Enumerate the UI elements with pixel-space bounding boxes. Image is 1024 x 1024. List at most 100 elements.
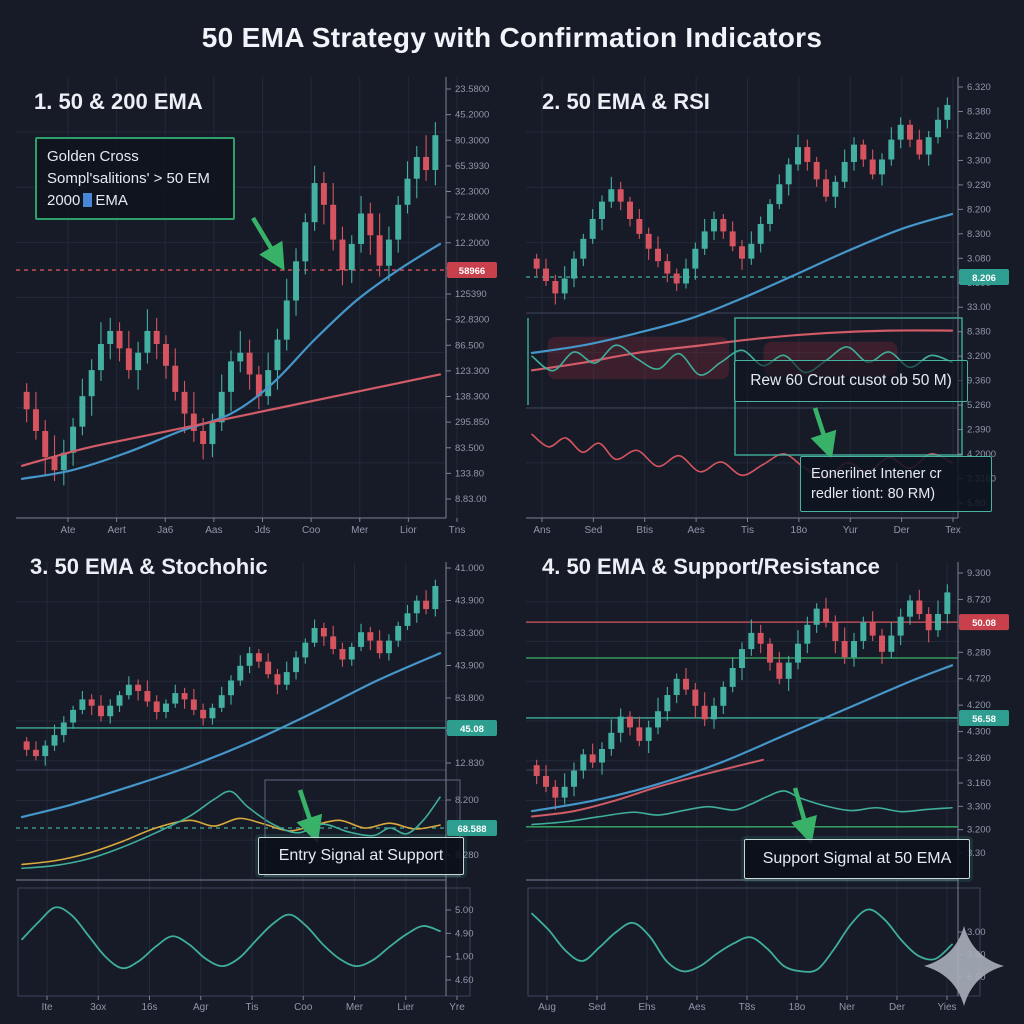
price-tag: 68.588 [447, 820, 497, 836]
sparkle-logo-icon [924, 926, 1004, 1006]
y-axis-labels: 41.00043.90063.30043.90083.80063.30012.8… [446, 563, 484, 986]
svg-text:Aes: Aes [688, 525, 705, 536]
ema-50-line [530, 212, 954, 355]
candles [533, 97, 951, 305]
ema-50-line [530, 664, 954, 813]
svg-text:5.00: 5.00 [455, 905, 474, 916]
svg-text:133.80: 133.80 [455, 468, 484, 479]
svg-text:Tex: Tex [945, 525, 961, 536]
svg-text:Aert: Aert [107, 525, 126, 536]
svg-text:Mer: Mer [346, 1002, 364, 1013]
svg-text:8.200: 8.200 [455, 795, 479, 806]
svg-text:8.200: 8.200 [967, 204, 991, 215]
svg-text:8.280: 8.280 [967, 647, 991, 658]
svg-text:8.83.00: 8.83.00 [455, 494, 487, 505]
svg-text:4.90: 4.90 [455, 928, 474, 939]
axes [16, 77, 447, 519]
svg-text:43.900: 43.900 [455, 661, 484, 672]
svg-text:Aes: Aes [688, 1002, 705, 1013]
svg-text:123.300: 123.300 [455, 366, 489, 377]
svg-text:63.300: 63.300 [455, 628, 484, 639]
svg-text:Coo: Coo [302, 525, 321, 536]
svg-text:5.260: 5.260 [967, 400, 991, 411]
signal-arrow [251, 216, 285, 271]
svg-text:Ja6: Ja6 [157, 525, 174, 536]
svg-text:1.00: 1.00 [455, 952, 474, 963]
svg-text:80.3000: 80.3000 [455, 135, 489, 146]
svg-text:Jds: Jds [255, 525, 271, 536]
signal-arrow [791, 787, 817, 845]
svg-text:Tns: Tns [449, 525, 466, 536]
svg-text:58966: 58966 [459, 266, 485, 277]
svg-text:3.300: 3.300 [967, 155, 991, 166]
svg-text:Der: Der [894, 525, 911, 536]
y-axis-labels: 6.320 8.380 8.200 3.300 9.230 8.200 8.300 3.080… [958, 82, 996, 509]
candles [23, 122, 439, 486]
svg-text:83.500: 83.500 [455, 443, 484, 454]
stoch-d-line [21, 790, 441, 870]
svg-text:4.720: 4.720 [967, 674, 991, 685]
svg-text:Ner: Ner [839, 1002, 856, 1013]
svg-text:18o: 18o [789, 1002, 806, 1013]
svg-text:41.000: 41.000 [455, 563, 484, 574]
x-axis-labels: Ans Sed Btis Aes Tis 18o Yur Der Tex [533, 518, 961, 536]
panel-50-ema-rsi: Ans Sed Btis Aes Tis 18o Yur Der Tex 6.320 8.380 8.… [512, 75, 1024, 549]
text-cursor-icon [83, 192, 93, 207]
svg-text:3ox: 3ox [90, 1002, 106, 1013]
svg-text:Sed: Sed [588, 1002, 606, 1013]
svg-text:8.720: 8.720 [967, 594, 991, 605]
svg-text:Aas: Aas [205, 525, 222, 536]
oscillator-box [17, 887, 471, 997]
panel1-title: 1. 50 & 200 EMA [34, 89, 203, 114]
svg-text:Btis: Btis [636, 525, 653, 536]
svg-text:Yies: Yies [937, 1002, 956, 1013]
svg-text:43.900: 43.900 [455, 596, 484, 607]
ema-200-line [530, 329, 954, 372]
panel2-title: 2. 50 EMA & RSI [542, 89, 710, 114]
svg-text:3.300: 3.300 [967, 801, 991, 812]
panel-50-ema-support-resistance: Aug Sed Ehs Aes T8s 18o Ner Der Yies 9.300 8.720 3.… [512, 548, 1024, 1024]
candles [533, 584, 951, 810]
svg-text:2.390: 2.390 [967, 425, 991, 436]
x-axis-labels: Ate Aert Ja6 Aas Jds Coo Mer Lior Tns [60, 518, 465, 536]
svg-text:4.300: 4.300 [967, 727, 991, 738]
ema-50-line [20, 242, 442, 480]
panel3-title: 3. 50 EMA & Stochohic [30, 554, 268, 579]
svg-text:6.320: 6.320 [967, 82, 991, 93]
svg-text:32.8300: 32.8300 [455, 315, 489, 326]
annotation-text: Support Sigmal at 50 EMA [762, 850, 952, 867]
oscillator-line [531, 908, 953, 973]
svg-text:3.30: 3.30 [967, 848, 986, 859]
svg-text:Lier: Lier [397, 1002, 414, 1013]
svg-text:Tis: Tis [741, 525, 754, 536]
support-signal-annotation: Support Sigmal at 50 EMA [744, 839, 970, 879]
signal-arrow [810, 407, 837, 460]
svg-text:12.2000: 12.2000 [455, 238, 489, 249]
svg-text:45.2000: 45.2000 [455, 110, 489, 121]
svg-text:8.206: 8.206 [972, 273, 996, 284]
candles [23, 579, 439, 766]
candlestick-chart-4: Aug Sed Ehs Aes T8s 18o Ner Der Yies 9.300 8.720 3.… [526, 562, 1009, 1013]
price-tag: 56.58 [959, 709, 1009, 726]
axes [16, 562, 447, 996]
annotation-line: 2000 EMA [47, 191, 128, 209]
grid [16, 562, 458, 996]
stoch-k-line [21, 817, 441, 866]
price-tag: 50.08 [959, 614, 1009, 631]
svg-text:8.280: 8.280 [455, 850, 479, 861]
svg-text:138.300: 138.300 [455, 392, 489, 403]
svg-text:Sed: Sed [584, 525, 602, 536]
candlestick-chart-1: Ate Aert Ja6 Aas Jds Coo Mer Lior Tns 23.5800 45.2… [16, 77, 497, 536]
oscillator-box [527, 887, 981, 997]
annotation-text: Rew 60 Crout cusot ob 50 M) [750, 372, 952, 389]
svg-text:9.360: 9.360 [967, 376, 991, 387]
price-tag: 8.206 [959, 269, 1009, 286]
svg-text:Mer: Mer [351, 525, 369, 536]
y-axis-labels: 23.5800 45.2000 80.3000 65.3930 32.3000 72.80… [446, 84, 489, 505]
annotation-text: Entry Signal at Support [278, 847, 444, 864]
svg-text:Yur: Yur [843, 525, 859, 536]
svg-text:83.800: 83.800 [455, 693, 484, 704]
svg-text:16s: 16s [141, 1002, 157, 1013]
level-lines [526, 621, 958, 828]
svg-text:86.500: 86.500 [455, 340, 484, 351]
